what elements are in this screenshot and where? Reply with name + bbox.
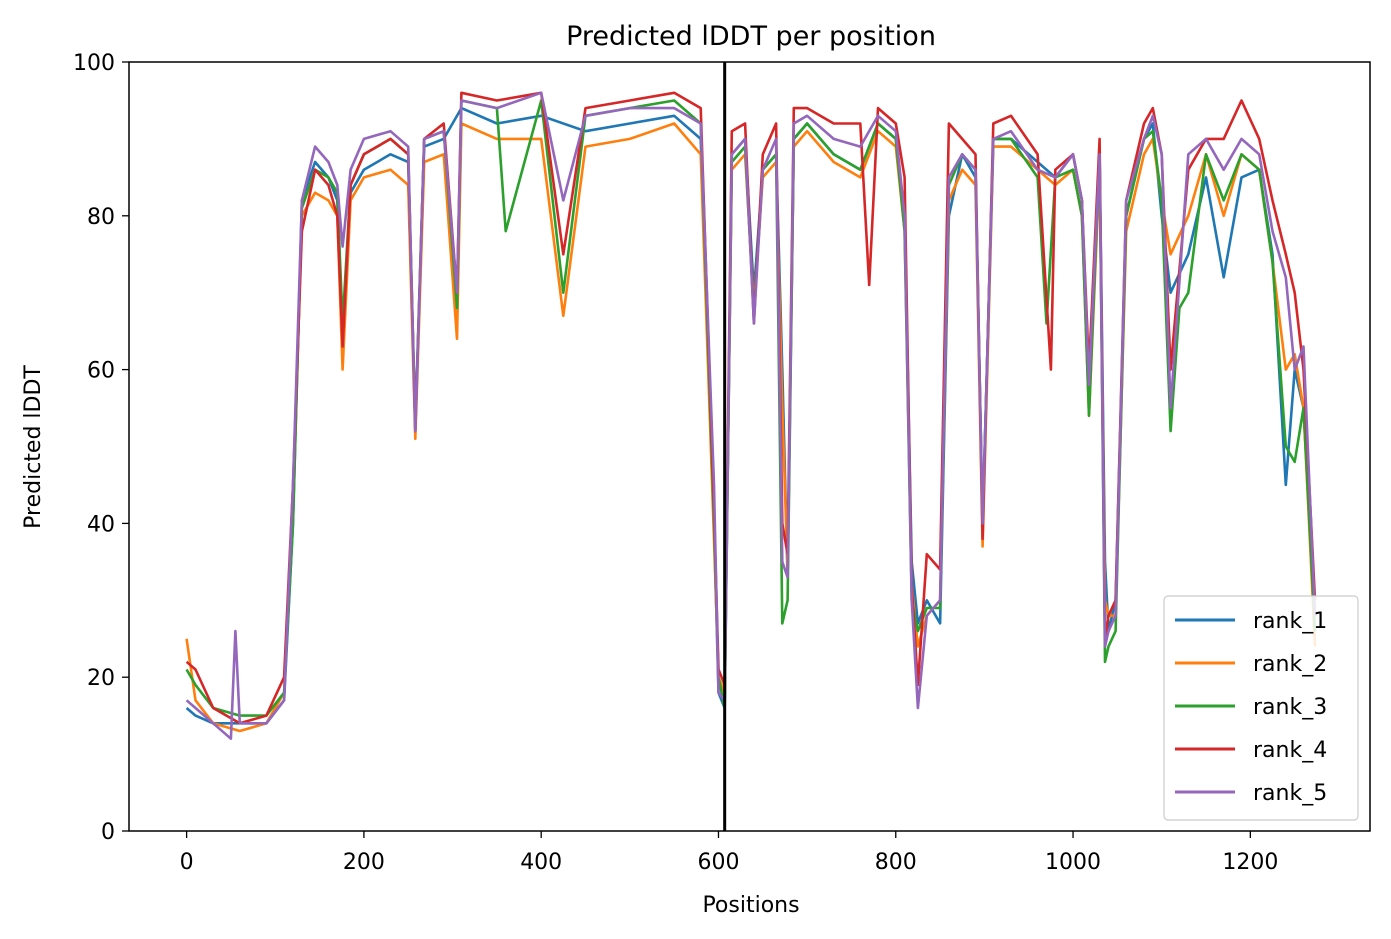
series-line-rank_4 [185, 91, 1317, 725]
plot-area [128, 61, 1371, 832]
series-line-rank_2 [185, 122, 1317, 733]
x-tick-label: 0 [180, 850, 194, 875]
y-tick-label: 0 [101, 820, 115, 845]
x-tick-label: 1200 [1222, 850, 1278, 875]
y-tick-label: 100 [73, 51, 115, 76]
x-tick-label: 600 [697, 850, 739, 875]
series-line-rank_5 [185, 91, 1317, 740]
legend: rank_1 rank_2 rank_3 rank_4 rank_5 [1163, 595, 1359, 821]
y-axis-label: Predicted lDDT [21, 365, 46, 529]
x-axis-label: Positions [702, 893, 799, 918]
legend-box [1163, 595, 1359, 821]
series-layer [185, 91, 1317, 740]
x-tick-label: 800 [875, 850, 917, 875]
y-tick-label: 40 [87, 512, 115, 537]
y-tick-label: 60 [87, 359, 115, 384]
axes-frame [128, 61, 1371, 832]
x-tick-label: 1000 [1045, 850, 1101, 875]
legend-label-rank_2: rank_2 [1253, 652, 1327, 677]
y-tick-label: 20 [87, 666, 115, 691]
legend-label-rank_5: rank_5 [1253, 781, 1327, 806]
x-axis-ticks: 0 200 400 600 800 1000 1200 [180, 831, 1278, 875]
x-tick-label: 400 [520, 850, 562, 875]
legend-label-rank_4: rank_4 [1253, 738, 1327, 763]
legend-label-rank_1: rank_1 [1253, 609, 1327, 634]
x-tick-label: 200 [343, 850, 385, 875]
y-tick-label: 80 [87, 205, 115, 230]
chart-title: Predicted lDDT per position [566, 21, 936, 52]
y-axis-ticks: 0 20 40 60 80 100 [73, 51, 129, 845]
legend-label-rank_3: rank_3 [1253, 695, 1327, 720]
